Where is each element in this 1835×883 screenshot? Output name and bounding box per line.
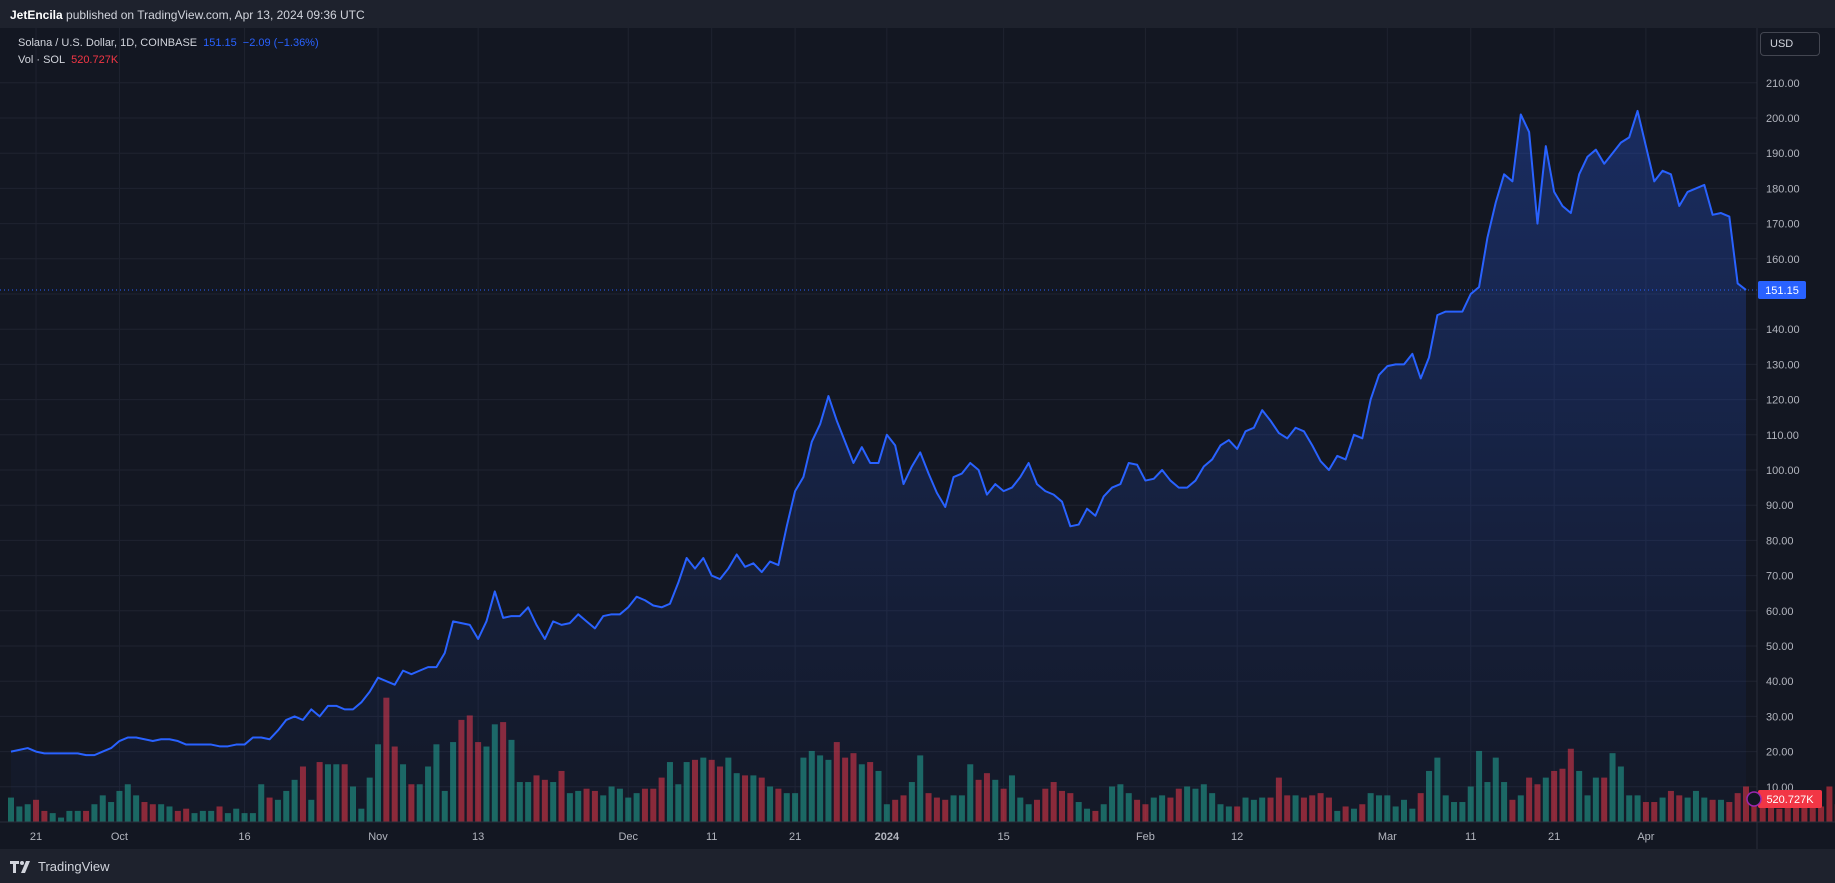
x-tick-label: 21 [30,831,42,843]
symbol-legend-row[interactable]: Solana / U.S. Dollar, 1D, COINBASE 151.15… [18,35,319,52]
x-tick-label: 21 [1548,831,1560,843]
legend-price: 151.15 [203,37,237,49]
event-marker-icon [1746,791,1762,807]
y-tick-label: 50.00 [1766,641,1794,653]
currency-button[interactable]: USD [1760,32,1820,56]
volume-bar [1809,797,1816,822]
y-tick-label: 70.00 [1766,571,1794,583]
volume-bar [1759,799,1766,822]
x-tick-label: 11 [706,831,717,843]
price-chart[interactable]: 10.0020.0030.0040.0050.0060.0070.0080.00… [0,28,1835,849]
y-tick-label: 130.00 [1766,359,1800,371]
y-tick-label: 120.00 [1766,395,1800,407]
chart-legend: Solana / U.S. Dollar, 1D, COINBASE 151.15… [18,35,319,69]
last-price-tag [1758,280,1806,299]
y-tick-label: 140.00 [1766,324,1800,336]
last-price-label: 151.15 [1765,285,1799,297]
x-tick-label: 11 [1465,831,1476,843]
tradingview-logo[interactable]: TradingView [10,859,110,874]
tradingview-brand: TradingView [38,859,110,874]
volume-bar [1793,802,1800,822]
x-tick-label: 16 [238,831,250,843]
symbol-name: Solana / U.S. Dollar, 1D, COINBASE [18,37,198,49]
y-tick-label: 160.00 [1766,254,1800,266]
x-tick-label: Apr [1637,831,1654,843]
last-volume-tag [1758,790,1822,808]
axes: 10.0020.0030.0040.0050.0060.0070.0080.00… [0,28,1835,849]
volume-bar [1826,786,1833,822]
volume-label: Vol · SOL [18,54,66,66]
top-bar: JetEncila published on TradingView.com, … [0,0,1835,28]
legend-change: −2.09 (−1.36%) [242,37,319,49]
legend-volume-value: 520.727K [71,54,119,66]
volume-legend-row[interactable]: Vol · SOL 520.727K [18,52,319,69]
published-text: published on TradingView.com, Apr 13, 20… [66,8,365,22]
price-area [0,109,1757,822]
price-area-fill [11,110,1746,822]
y-tick-label: 20.00 [1766,747,1794,759]
bottom-bar: TradingView [0,849,1835,883]
author-name[interactable]: JetEncila [10,8,63,22]
y-tick-label: 170.00 [1766,219,1800,231]
x-tick-label: Nov [368,831,388,843]
x-tick-label: 21 [789,831,801,843]
volume-bar [1818,806,1825,822]
tradingview-icon [10,860,30,873]
x-tick-label: Mar [1378,831,1397,843]
y-tick-label: 60.00 [1766,606,1794,618]
last-volume-label: 520.727K [1766,794,1814,806]
y-tick-label: 110.00 [1766,430,1799,442]
volume-bar [1751,802,1758,822]
y-tick-label: 90.00 [1766,500,1794,512]
y-tick-label: 210.00 [1766,78,1800,90]
y-tick-label: 40.00 [1766,676,1794,688]
y-tick-label: 80.00 [1766,535,1794,547]
x-tick-label: 15 [997,831,1009,843]
x-tick-label: Dec [618,831,638,843]
volume-bar [1801,799,1808,822]
publication-info: JetEncila published on TradingView.com, … [10,8,365,22]
y-tick-label: 200.00 [1766,113,1800,125]
y-tick-label: 180.00 [1766,183,1800,195]
x-tick-label: Feb [1136,831,1155,843]
y-tick-label: 100.00 [1766,465,1800,477]
volume-bar [1776,808,1783,822]
y-tick-label: 190.00 [1766,148,1800,160]
y-tick-label: 30.00 [1766,711,1794,723]
price-line [10,109,1747,757]
x-tick-label: 2024 [875,831,900,843]
volume-bar [1784,806,1791,822]
x-tick-label: Oct [111,831,128,843]
x-tick-label: 13 [472,831,484,843]
x-tick-label: 12 [1231,831,1243,843]
